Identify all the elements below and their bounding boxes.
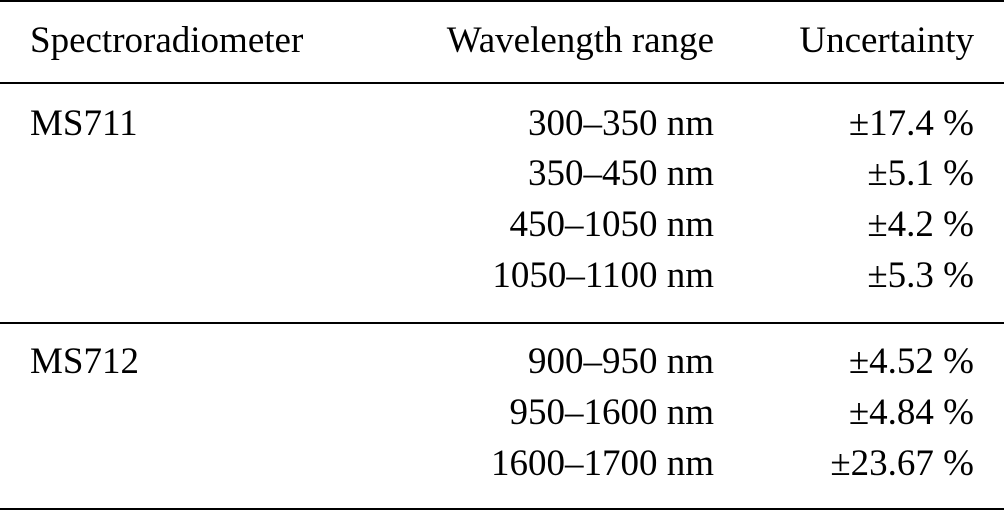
group-separator-rule: [0, 322, 1004, 324]
range-cell: 450–1050 nm: [509, 204, 714, 245]
uncertainty-cell: ±5.1 %: [867, 153, 974, 194]
group-name-ms712: MS712: [30, 341, 139, 382]
table-bottom-rule: [0, 508, 1004, 510]
table-top-rule: [0, 0, 1004, 2]
header-spectroradiometer: Spectroradiometer: [30, 20, 304, 61]
header-wavelength-range: Wavelength range: [446, 20, 714, 61]
uncertainty-cell: ±23.67 %: [830, 443, 974, 484]
uncertainty-cell: ±4.52 %: [848, 341, 974, 382]
uncertainty-cell: ±17.4 %: [848, 103, 974, 144]
range-cell: 1600–1700 nm: [490, 443, 714, 484]
uncertainty-cell: ±5.3 %: [867, 255, 974, 296]
uncertainty-cell: ±4.84 %: [848, 392, 974, 433]
range-cell: 350–450 nm: [527, 153, 714, 194]
range-cell: 1050–1100 nm: [492, 255, 714, 296]
uncertainty-cell: ±4.2 %: [867, 204, 974, 245]
range-cell: 300–350 nm: [527, 103, 714, 144]
header-uncertainty: Uncertainty: [799, 20, 974, 61]
group-name-ms711: MS711: [30, 103, 138, 144]
header-bottom-rule: [0, 82, 1004, 84]
range-cell: 950–1600 nm: [509, 392, 714, 433]
range-cell: 900–950 nm: [527, 341, 714, 382]
